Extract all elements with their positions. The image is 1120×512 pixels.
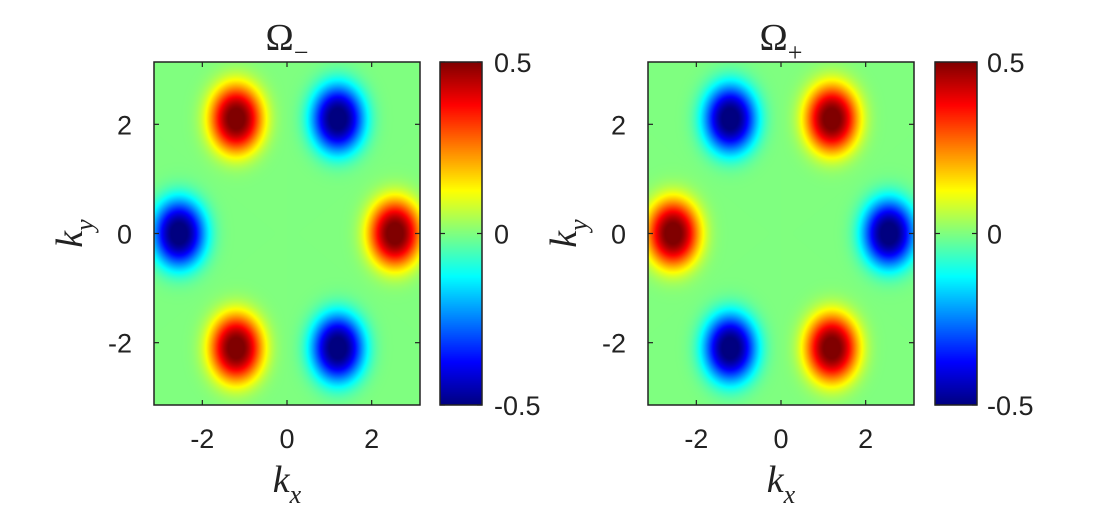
y-axis-label: ky bbox=[49, 219, 99, 248]
chart-title: Ω− bbox=[266, 17, 309, 67]
heatmap-image bbox=[648, 62, 914, 405]
y-axis-label: ky bbox=[543, 219, 593, 248]
y-tick-label: 0 bbox=[117, 220, 132, 250]
x-tick-label: -2 bbox=[684, 424, 708, 454]
chart-panel-2: -2 0 2 2 0 -2 Ω+ kx ky 0.5 0 -0.5 bbox=[543, 17, 1034, 509]
y-tick-label: 2 bbox=[117, 110, 132, 140]
colorbar-tick-label: 0 bbox=[987, 220, 1002, 250]
x-tick-label: 0 bbox=[773, 424, 788, 454]
x-tick-label: 2 bbox=[364, 424, 379, 454]
colorbar-tick-label: 0 bbox=[494, 220, 509, 250]
colorbar-tick-label: 0.5 bbox=[494, 48, 532, 78]
x-tick-label: -2 bbox=[190, 424, 214, 454]
colorbar-tick-label: -0.5 bbox=[494, 391, 541, 421]
chart-panel-1: -2 0 2 2 0 -2 Ω− kx ky 0.5 0 -0.5 bbox=[49, 17, 541, 509]
x-axis-label: kx bbox=[767, 459, 796, 509]
x-axis-label: kx bbox=[273, 459, 302, 509]
chart-title: Ω+ bbox=[760, 17, 803, 67]
y-tick-label: 0 bbox=[611, 220, 626, 250]
colorbar-gradient bbox=[440, 62, 482, 405]
colorbar-tick-label: 0.5 bbox=[987, 48, 1025, 78]
y-tick-label: 2 bbox=[611, 110, 626, 140]
colorbar-gradient bbox=[935, 62, 977, 405]
x-tick-label: 2 bbox=[858, 424, 873, 454]
x-tick-label: 0 bbox=[279, 424, 294, 454]
colorbar-tick-label: -0.5 bbox=[987, 391, 1034, 421]
heatmap-image bbox=[154, 62, 420, 405]
y-tick-label: -2 bbox=[602, 329, 626, 359]
y-tick-label: -2 bbox=[108, 329, 132, 359]
